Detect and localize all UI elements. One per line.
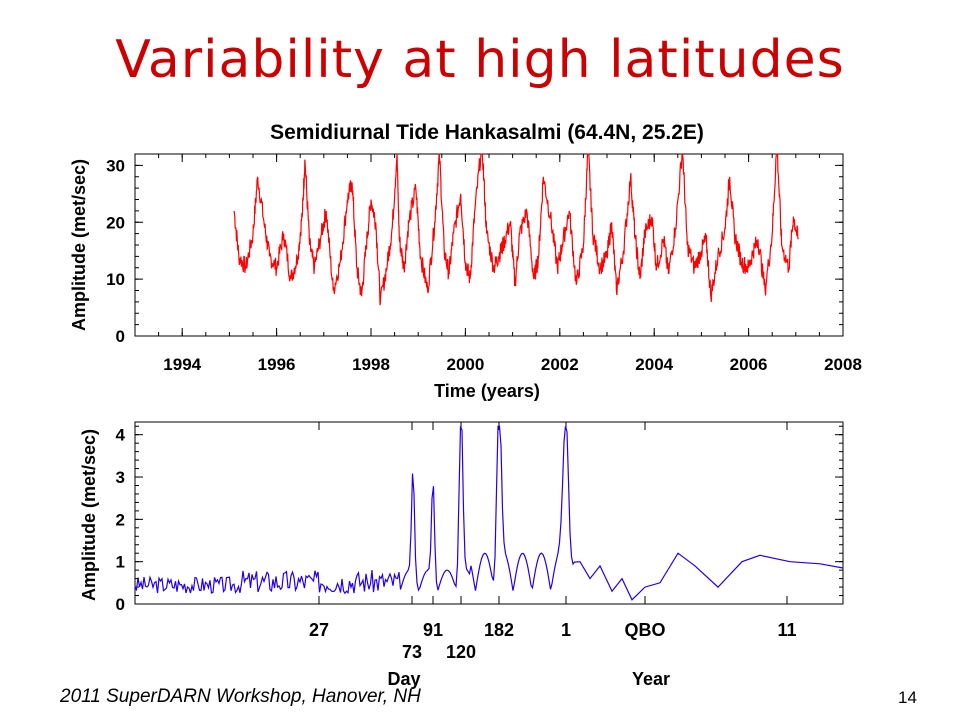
bottom-y-tick-label: 1 — [116, 553, 125, 572]
bottom-chart-x-tick-120: 120 — [446, 642, 476, 662]
bottom-chart-x-title-day: Day — [387, 669, 420, 689]
top-x-tick-label: 2002 — [541, 355, 579, 374]
bottom-chart-x-tick-73: 73 — [402, 642, 422, 662]
bottom-chart-y-axis-label: Amplitude (met/sec) — [79, 429, 99, 601]
top-x-tick-label: 2004 — [635, 355, 673, 374]
top-chart-ticks — [134, 153, 844, 337]
top-chart-y-tick-labels: 0 10 20 30 — [106, 156, 125, 346]
top-x-tick-label: 2000 — [446, 355, 484, 374]
top-y-tick-label: 10 — [106, 270, 125, 289]
page-number: 14 — [898, 688, 917, 707]
top-chart-title: Semidiurnal Tide Hankasalmi (64.4N, 25.2… — [270, 121, 704, 144]
bottom-chart-frame — [134, 421, 844, 605]
top-x-tick-label: 2006 — [730, 355, 768, 374]
top-y-tick-label: 0 — [116, 327, 125, 346]
top-chart-x-axis-label: Time (years) — [434, 381, 540, 401]
bottom-chart-x-tick-91: 91 — [423, 620, 443, 640]
footer-text: 2011 SuperDARN Workshop, Hanover, NH — [60, 686, 421, 707]
bottom-chart-x-tick-qbo: QBO — [624, 620, 665, 640]
bottom-chart: 0 1 2 3 4 27 91 182 1 QBO 11 73 120 Day Year… — [79, 421, 844, 689]
top-y-tick-label: 20 — [106, 213, 125, 232]
top-x-tick-label: 2008 — [824, 355, 862, 374]
top-chart-x-tick-labels: 1994 1996 1998 2000 2002 2004 2006 2008 — [163, 355, 862, 374]
top-chart: Semidiurnal Tide Hankasalmi (64.4N, 25.2… — [69, 121, 862, 401]
bottom-chart-series-line — [134, 425, 844, 601]
top-chart-y-axis-label: Amplitude (met/sec) — [69, 159, 89, 331]
slide-title: Variability at high latitudes — [115, 30, 845, 90]
bottom-chart-ticks — [135, 422, 843, 605]
top-chart-series-line — [233, 152, 799, 306]
bottom-y-tick-label: 0 — [116, 595, 125, 614]
bottom-chart-x-tick-27: 27 — [309, 620, 329, 640]
bottom-chart-x-title-year: Year — [632, 669, 670, 689]
bottom-y-tick-label: 4 — [116, 426, 126, 445]
bottom-chart-x-tick-11: 11 — [777, 620, 796, 640]
bottom-chart-y-tick-labels: 0 1 2 3 4 — [116, 426, 126, 614]
top-x-tick-label: 1996 — [258, 355, 296, 374]
top-y-tick-label: 30 — [106, 156, 125, 175]
bottom-y-tick-label: 2 — [116, 510, 125, 529]
bottom-y-tick-label: 3 — [116, 468, 125, 487]
top-x-tick-label: 1998 — [352, 355, 390, 374]
top-x-tick-label: 1994 — [163, 355, 201, 374]
bottom-chart-x-tick-182: 182 — [484, 620, 514, 640]
bottom-chart-x-tick-1: 1 — [561, 620, 571, 640]
